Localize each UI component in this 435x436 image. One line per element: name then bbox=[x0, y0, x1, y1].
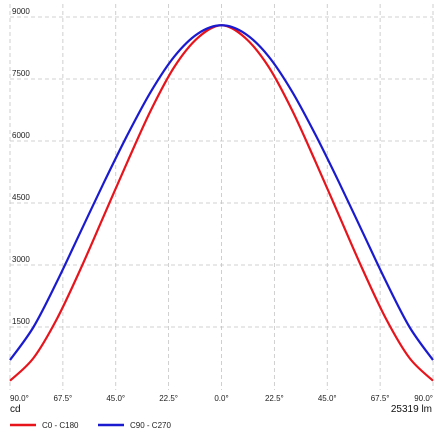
legend-label-c0-c180: C0 - C180 bbox=[42, 421, 79, 430]
luminous-flux-label: 25319 lm bbox=[391, 404, 432, 415]
y-tick-label-1500: 1500 bbox=[12, 317, 30, 326]
y-tick-label-6000: 6000 bbox=[12, 131, 30, 140]
series-lines bbox=[9, 24, 434, 382]
x-tick-label-5: 22.5° bbox=[265, 394, 284, 403]
grid bbox=[9, 4, 434, 390]
legend: C0 - C180 C90 - C270 bbox=[10, 421, 171, 430]
y-tick-label-3000: 3000 bbox=[12, 255, 30, 264]
y-unit-label: cd bbox=[10, 404, 21, 415]
y-tick-label-4500: 4500 bbox=[12, 193, 30, 202]
x-tick-label-8: 90.0° bbox=[414, 394, 433, 403]
x-tick-label-3: 22.5° bbox=[159, 394, 178, 403]
x-tick-label-6: 45.0° bbox=[318, 394, 337, 403]
y-tick-label-9000: 9000 bbox=[12, 7, 30, 16]
tick-labels: 1500 3000 4500 6000 7500 9000 90.0° 67.5° 45.0° 2… bbox=[10, 7, 433, 403]
x-tick-label-2: 45.0° bbox=[106, 394, 125, 403]
series-line-c90-c270 bbox=[9, 24, 434, 361]
x-tick-label-4: 0.0° bbox=[214, 394, 228, 403]
x-tick-label-7: 67.5° bbox=[371, 394, 390, 403]
legend-label-c90-c270: C90 - C270 bbox=[130, 421, 171, 430]
y-tick-label-7500: 7500 bbox=[12, 69, 30, 78]
plot-area bbox=[10, 4, 435, 390]
x-tick-label-1: 67.5° bbox=[53, 394, 72, 403]
x-tick-label-0: 90.0° bbox=[10, 394, 29, 403]
